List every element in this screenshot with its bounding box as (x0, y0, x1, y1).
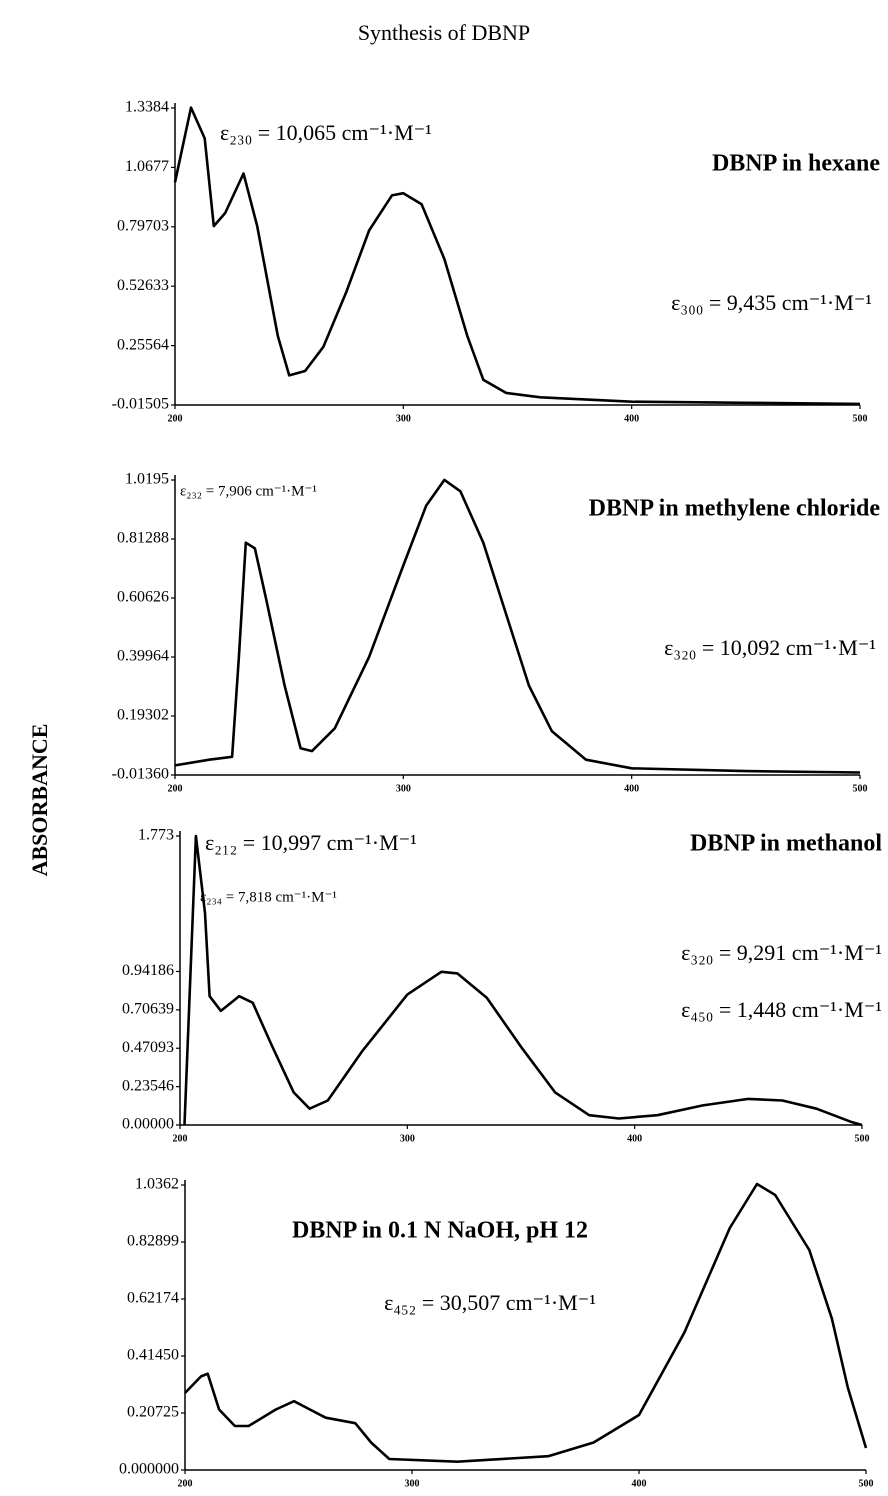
y-tick-label: 0.25564 (117, 336, 169, 353)
y-tick-label: 1.0362 (135, 1176, 179, 1193)
y-tick-label: 0.23546 (122, 1077, 174, 1094)
y-tick-label: -0.01360 (112, 766, 169, 783)
x-tick-label: 500 (855, 1133, 870, 1144)
data-line (173, 106, 861, 406)
panel-title: DBNP in hexane (712, 151, 880, 177)
annotation: ε₂₃₀ = 10,065 cm⁻¹·M⁻¹ (220, 120, 432, 145)
y-tick-label: 0.81288 (117, 530, 169, 547)
y-tick-label: 0.52633 (117, 277, 169, 294)
y-tick-label: 1.0195 (125, 471, 169, 488)
chart-title: Synthesis of DBNP (358, 20, 530, 45)
y-tick-label: -0.01505 (112, 396, 169, 413)
y-tick-label: 0.47093 (122, 1039, 174, 1056)
y-tick-label: 0.000000 (119, 1461, 179, 1478)
y-tick-label: 0.00000 (122, 1116, 174, 1133)
y-tick-label: 0.82899 (127, 1233, 179, 1250)
annotation: ε₃₀₀ = 9,435 cm⁻¹·M⁻¹ (671, 290, 872, 315)
y-tick-label: 1.3384 (125, 99, 169, 116)
annotation: ε₃₂₀ = 9,291 cm⁻¹·M⁻¹ (681, 940, 882, 965)
x-tick-label: 400 (627, 1133, 642, 1144)
panel-title: DBNP in methylene chloride (589, 496, 881, 522)
x-tick-label: 400 (624, 783, 639, 794)
x-tick-label: 500 (853, 413, 868, 424)
y-tick-label: 0.60626 (117, 589, 169, 606)
x-tick-label: 200 (173, 1133, 188, 1144)
x-tick-label: 500 (859, 1478, 874, 1489)
y-tick-label: 0.70639 (122, 1001, 174, 1018)
y-tick-label: 1.773 (138, 827, 174, 844)
x-tick-label: 400 (632, 1478, 647, 1489)
y-tick-label: 0.19302 (117, 707, 169, 724)
panel-title: DBNP in 0.1 N NaOH, pH 12 (292, 1218, 588, 1244)
data-line (183, 834, 863, 1127)
x-tick-label: 200 (168, 413, 183, 424)
data-line (174, 478, 861, 774)
x-tick-label: 300 (396, 413, 411, 424)
x-tick-label: 200 (168, 783, 183, 794)
y-tick-label: 0.94186 (122, 962, 174, 979)
y-tick-label: 0.79703 (117, 217, 169, 234)
annotation: ε₂₃₂ = 7,906 cm⁻¹·M⁻¹ (180, 483, 317, 499)
y-tick-label: 0.39964 (117, 648, 169, 665)
x-tick-label: 300 (405, 1478, 420, 1489)
y-tick-label: 1.0677 (125, 158, 169, 175)
annotation: ε₂₁₂ = 10,997 cm⁻¹·M⁻¹ (205, 830, 417, 855)
x-tick-label: 300 (396, 783, 411, 794)
annotation: ε₄₅₂ = 30,507 cm⁻¹·M⁻¹ (384, 1290, 596, 1315)
y-tick-label: 0.62174 (127, 1290, 179, 1307)
annotation: ε₃₂₀ = 10,092 cm⁻¹·M⁻¹ (664, 635, 876, 660)
x-tick-label: 400 (624, 413, 639, 424)
data-line (184, 1182, 868, 1463)
annotation: ε₂₃₄ = 7,818 cm⁻¹·M⁻¹ (200, 889, 337, 905)
annotation: ε₄₅₀ = 1,448 cm⁻¹·M⁻¹ (681, 997, 882, 1022)
x-tick-label: 300 (400, 1133, 415, 1144)
x-tick-label: 500 (853, 783, 868, 794)
y-tick-label: 0.41450 (127, 1347, 179, 1364)
y-axis-label: ABSORBANCE (27, 724, 52, 877)
x-tick-label: 200 (178, 1478, 193, 1489)
y-tick-label: 0.20725 (127, 1404, 179, 1421)
panel-title: DBNP in methanol (690, 831, 882, 857)
